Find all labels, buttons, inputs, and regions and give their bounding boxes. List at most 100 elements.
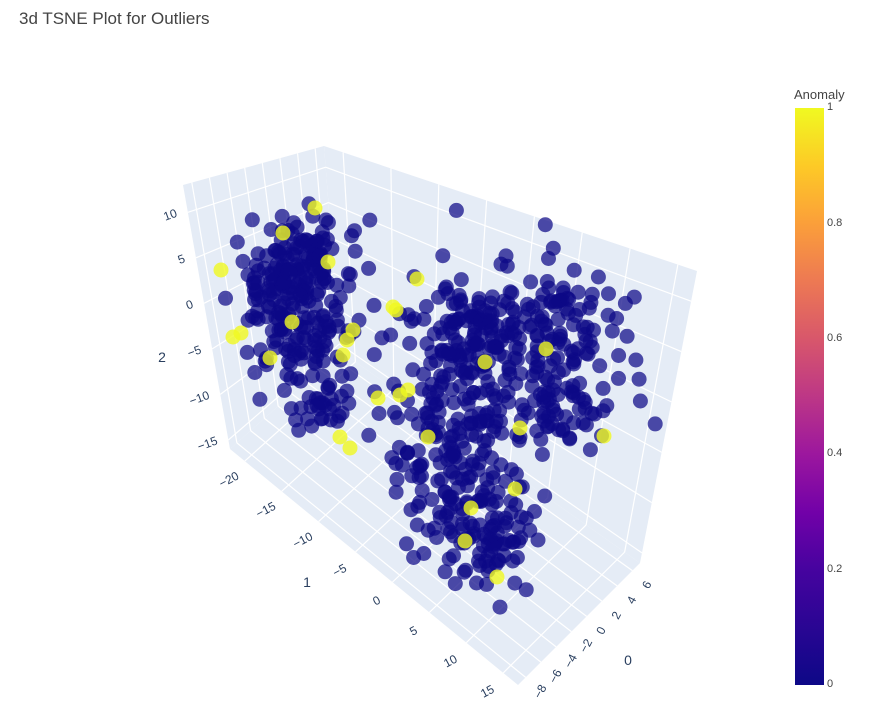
- point-normal: [333, 388, 349, 404]
- point-normal: [547, 298, 563, 314]
- point-normal: [411, 470, 427, 485]
- point-normal: [331, 408, 347, 424]
- point-normal: [266, 334, 282, 350]
- point-normal: [459, 347, 475, 363]
- point-normal: [507, 327, 523, 342]
- point-anomaly: [233, 325, 249, 341]
- x-gridline: [502, 551, 626, 674]
- point-normal: [631, 371, 647, 387]
- point-anomaly: [370, 390, 386, 406]
- point-normal: [235, 253, 251, 269]
- point-normal: [442, 489, 458, 505]
- point-normal: [286, 274, 302, 289]
- z-axis-title: 2: [158, 349, 166, 365]
- point-normal: [552, 325, 568, 341]
- point-normal: [513, 509, 529, 525]
- point-anomaly: [477, 354, 493, 370]
- y-tick-label: 6: [639, 578, 655, 591]
- point-normal: [582, 442, 598, 458]
- point-normal: [389, 471, 405, 487]
- point-anomaly: [400, 382, 416, 398]
- point-normal: [486, 518, 502, 533]
- point-normal: [496, 536, 512, 552]
- point-anomaly: [388, 302, 404, 318]
- point-normal: [565, 378, 581, 394]
- point-anomaly: [345, 322, 361, 338]
- point-normal: [343, 366, 359, 382]
- point-normal: [472, 416, 488, 432]
- point-normal: [366, 347, 382, 363]
- point-normal: [632, 393, 648, 409]
- point-normal: [248, 257, 264, 273]
- point-normal: [581, 300, 597, 316]
- point-normal: [443, 500, 459, 516]
- point-anomaly: [262, 350, 278, 366]
- point-normal: [471, 291, 487, 307]
- point-normal: [446, 548, 461, 564]
- z-gridline: [325, 166, 692, 302]
- x-gridline: [390, 168, 395, 390]
- x-tick-label: 5: [407, 623, 420, 639]
- point-normal: [566, 262, 582, 278]
- point-normal: [529, 365, 545, 381]
- point-normal: [399, 536, 414, 552]
- point-normal: [502, 366, 518, 382]
- point-normal: [416, 311, 432, 327]
- point-normal: [450, 411, 466, 427]
- point-normal: [247, 292, 263, 308]
- point-normal: [435, 346, 451, 362]
- point-normal: [437, 564, 453, 580]
- point-normal: [470, 462, 486, 478]
- point-normal: [305, 368, 321, 384]
- point-anomaly: [342, 440, 358, 456]
- point-normal: [439, 313, 455, 329]
- point-normal: [611, 370, 626, 386]
- point-normal: [276, 382, 292, 398]
- y-gridline: [250, 430, 542, 663]
- point-normal: [533, 431, 549, 447]
- point-normal: [362, 212, 378, 228]
- point-anomaly: [320, 254, 336, 270]
- point-normal: [579, 319, 595, 335]
- x-gridline: [624, 264, 679, 553]
- point-normal: [619, 328, 635, 344]
- point-normal: [300, 411, 316, 427]
- point-normal: [374, 330, 390, 346]
- point-normal: [317, 397, 333, 413]
- point-normal: [328, 298, 344, 314]
- point-normal: [298, 232, 314, 248]
- point-normal: [371, 406, 387, 421]
- point-normal: [433, 368, 449, 384]
- point-normal: [280, 354, 296, 370]
- point-normal: [492, 599, 508, 615]
- x-axis-title: 1: [303, 574, 311, 590]
- point-normal: [329, 277, 345, 293]
- z-tick-label: 0: [184, 297, 195, 313]
- point-normal: [505, 314, 521, 330]
- point-normal: [443, 429, 459, 445]
- y-tick-label: −6: [546, 667, 565, 686]
- point-normal: [309, 287, 325, 303]
- colorbar-title: Anomaly: [794, 87, 845, 102]
- x-tick-label: 15: [478, 682, 497, 701]
- point-normal: [307, 356, 323, 372]
- z-tick-label: −5: [186, 342, 204, 360]
- point-normal: [259, 248, 275, 264]
- point-normal: [229, 234, 245, 250]
- point-normal: [454, 433, 470, 449]
- point-normal: [570, 284, 586, 300]
- point-normal: [466, 385, 482, 401]
- point-normal: [240, 312, 256, 328]
- point-normal: [414, 482, 430, 498]
- point-anomaly: [332, 429, 348, 445]
- point-normal: [406, 550, 422, 565]
- z-tick-label: −15: [195, 433, 219, 453]
- point-anomaly: [213, 262, 229, 278]
- point-normal: [426, 326, 442, 342]
- point-normal: [239, 344, 255, 360]
- point-normal: [523, 274, 539, 290]
- point-anomaly: [307, 200, 323, 216]
- point-normal: [400, 307, 416, 323]
- point-normal: [388, 456, 404, 471]
